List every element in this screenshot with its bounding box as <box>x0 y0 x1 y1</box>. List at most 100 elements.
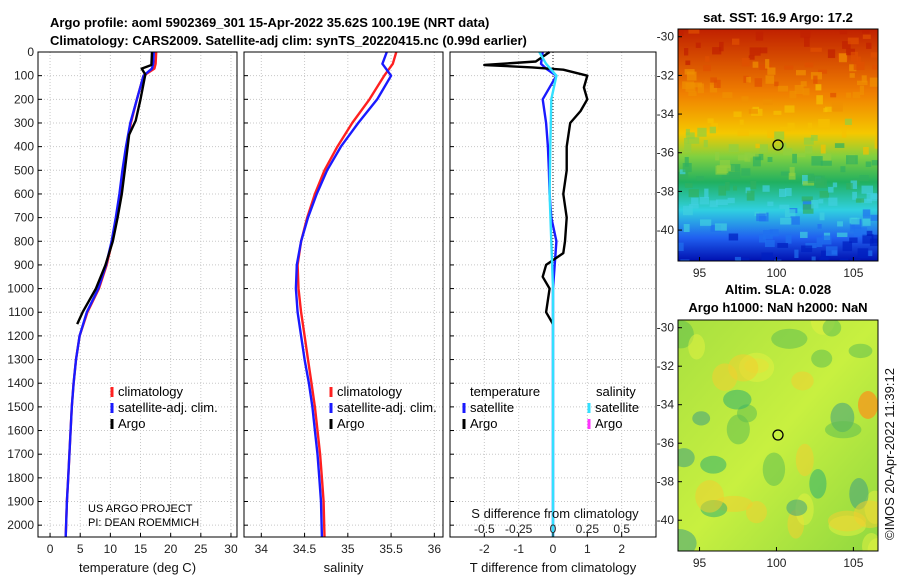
sst-pixel <box>756 213 766 222</box>
legend-label-argo: Argo <box>337 416 364 431</box>
sst-pixel <box>855 198 865 203</box>
sst-pixel <box>838 53 847 63</box>
y-tick-label: 1200 <box>7 329 34 343</box>
sst-pixel <box>728 233 739 241</box>
salinity-legend: climatology satellite-adj. clim. Argo <box>329 384 437 431</box>
sst-pixel <box>749 47 761 56</box>
sst-pixel <box>867 250 873 257</box>
sst-pixel <box>741 168 751 176</box>
sst-pixel <box>862 216 871 226</box>
legend-label-t-satellite: satellite <box>470 400 514 415</box>
sst-pixel <box>759 234 766 243</box>
sst-pixel <box>691 197 699 205</box>
sla-blob <box>862 533 878 551</box>
sst-pixel <box>865 161 872 167</box>
sst-pixel <box>760 47 768 54</box>
sst-pixel <box>690 82 702 88</box>
legend-label-satellite: satellite-adj. clim. <box>118 400 218 415</box>
sla-blob <box>853 500 878 529</box>
sst-pixel <box>728 144 739 153</box>
x-tick-label: 20 <box>164 542 178 556</box>
sst-pixel <box>820 153 832 161</box>
sst-pixel <box>810 47 822 52</box>
sst-pixel <box>804 37 810 47</box>
map-y-tick-label: -38 <box>657 184 675 198</box>
y-tick-label: 1800 <box>7 471 34 485</box>
sst-pixel <box>839 258 849 261</box>
sst-pixel <box>684 138 690 144</box>
sst-pixel <box>678 172 689 180</box>
sst-pixel <box>828 186 834 193</box>
sst-pixel <box>705 56 710 62</box>
sst-pixel <box>818 199 824 204</box>
project-label: US ARGO PROJECT <box>88 503 193 515</box>
sst-pixel <box>697 83 704 94</box>
sst-pixel <box>754 78 763 87</box>
sst-pixel <box>755 143 760 149</box>
sst-pixel <box>813 175 825 186</box>
sst-pixel <box>762 185 770 192</box>
sst-pixel <box>685 60 691 66</box>
sst-pixel <box>688 189 699 198</box>
sst-pixel <box>784 65 794 70</box>
sst-pixel <box>862 34 871 39</box>
sst-pixel <box>745 187 751 194</box>
sst-pixel <box>796 70 806 76</box>
sst-pixel <box>801 245 813 253</box>
sst-pixel <box>737 154 748 161</box>
sst-pixel <box>769 229 779 237</box>
sst-pixel <box>846 48 856 56</box>
sst-pixel <box>714 223 727 231</box>
sst-pixel <box>850 51 859 62</box>
sst-pixel <box>794 85 804 95</box>
sst-pixel <box>800 81 807 87</box>
sst-pixel <box>685 132 695 139</box>
map-x-tick-label: 100 <box>766 266 786 280</box>
sst-pixel <box>800 231 808 238</box>
legend-label-t-argo: Argo <box>470 416 497 431</box>
series-line-s-satellite <box>538 51 558 537</box>
map-y-tick-label: -36 <box>657 146 675 160</box>
sla-blob <box>678 529 697 551</box>
sst-pixel <box>861 75 867 83</box>
y-tick-label: 0 <box>27 45 34 59</box>
sst-pixel <box>852 91 861 99</box>
y-tick-label: 1700 <box>7 447 34 461</box>
series-line-t-argo <box>483 51 589 325</box>
sst-pixel <box>715 151 720 161</box>
plot-area <box>244 52 443 537</box>
sst-pixel <box>828 197 838 206</box>
sst-pixel <box>830 92 837 98</box>
sst-pixel <box>703 64 711 72</box>
sst-pixel <box>765 75 775 84</box>
sst-pixel <box>688 29 700 34</box>
sst-pixel <box>784 105 795 113</box>
map-y-tick-label: -30 <box>657 321 675 335</box>
salinity-panel: 34 34.5 35 35.5 36 salinity <box>243 51 444 575</box>
sst-pixel <box>822 235 832 245</box>
sst-pixel <box>810 135 818 141</box>
y-tick-label: 1000 <box>7 282 34 296</box>
sst-pixel <box>732 38 740 45</box>
x-tick-label: 10 <box>104 542 118 556</box>
sst-pixel <box>836 232 848 238</box>
sst-pixel <box>746 190 755 201</box>
y-tick-label: 100 <box>14 69 34 83</box>
plot-frame <box>243 51 444 538</box>
sst-pixel <box>804 62 814 68</box>
x-top-tick-label: 0.25 <box>576 522 600 536</box>
sst-pixel <box>774 131 785 140</box>
map-y-tick-label: -32 <box>657 359 675 373</box>
sst-pixel <box>802 88 810 96</box>
sst-pixel <box>802 175 808 185</box>
y-tick-label: 500 <box>14 163 34 177</box>
sst-pixel <box>870 214 878 221</box>
sst-pixel <box>823 107 828 113</box>
sst-pixel <box>788 172 796 180</box>
sst-pixel <box>709 82 718 93</box>
sst-pixel <box>728 171 741 179</box>
sst-pixel <box>870 52 878 58</box>
sla-blob <box>700 455 727 474</box>
sst-pixel <box>794 249 799 259</box>
sst-pixel <box>721 175 730 180</box>
